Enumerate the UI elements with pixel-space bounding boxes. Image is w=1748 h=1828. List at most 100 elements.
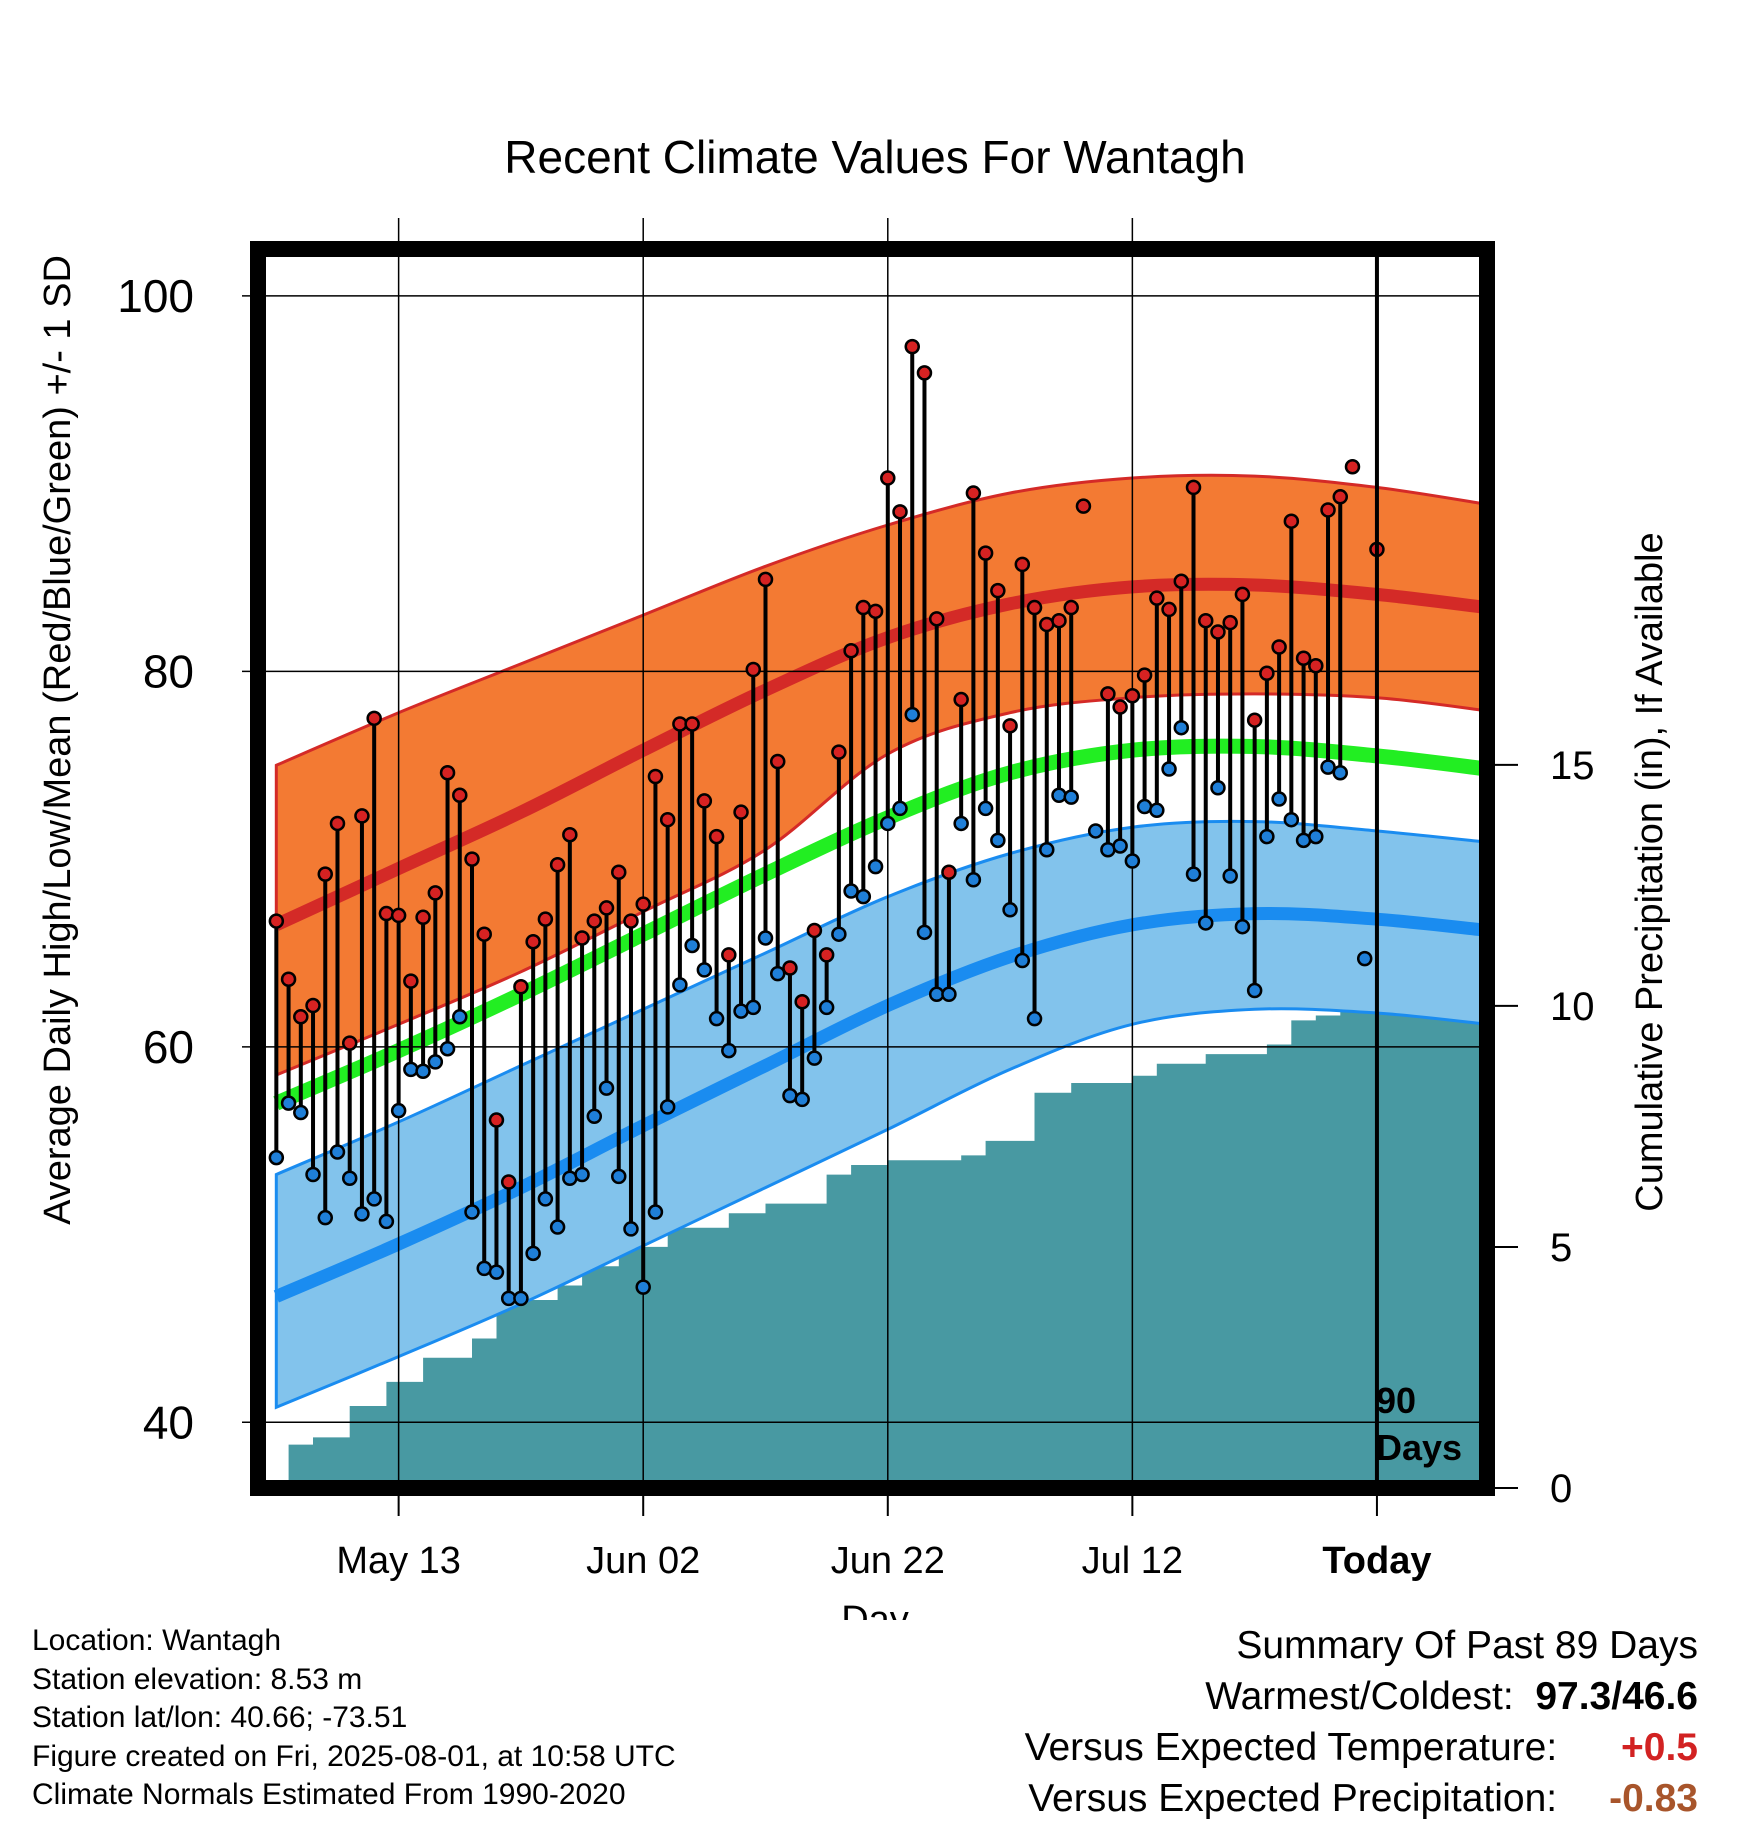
daily-high-point: [452, 787, 468, 804]
daily-low-point: [1246, 982, 1263, 999]
daily-low-point: [1087, 823, 1104, 839]
plot-frame: [250, 241, 1495, 1496]
daily-low-point: [1173, 719, 1190, 736]
daily-high-point: [818, 947, 835, 963]
x-tick-label: Jul 12: [1082, 1540, 1183, 1582]
daily-low-point: [953, 815, 969, 832]
daily-low-point: [1271, 791, 1287, 807]
daily-high-point: [1185, 479, 1202, 496]
daily-high-point: [1295, 650, 1312, 666]
daily-high-point: [635, 896, 651, 912]
daily-low-point: [1332, 765, 1349, 781]
daily-high-point: [378, 905, 395, 922]
daily-high-point: [880, 470, 896, 486]
daily-low-point: [684, 937, 700, 954]
station-info: Location: Wantagh Station elevation: 8.5…: [32, 1622, 676, 1815]
daily-high-point: [476, 926, 492, 942]
daily-low-point: [1259, 828, 1275, 845]
daily-high-point: [1173, 573, 1190, 590]
daily-high-point: [1124, 688, 1141, 704]
daily-high-point: [280, 971, 297, 988]
daily-high-point: [305, 997, 321, 1014]
daily-high-point: [1112, 699, 1128, 715]
daily-low-point: [855, 888, 872, 905]
daily-low-point: [1283, 811, 1300, 828]
daily-high-point: [647, 768, 664, 785]
daily-high-point: [1259, 665, 1275, 682]
precip-value: -0.83: [1609, 1777, 1698, 1820]
daily-low-point: [1234, 918, 1251, 935]
daily-low-point: [439, 1040, 456, 1057]
x-axis-title: Day: [841, 1599, 909, 1620]
daily-high-point: [892, 504, 908, 520]
daily-low-point: [672, 977, 688, 993]
daily-high-point: [1332, 489, 1349, 505]
daily-high-point: [1271, 639, 1287, 655]
daily-low-point: [464, 1204, 480, 1220]
daily-high-point: [611, 864, 627, 881]
daily-high-point: [549, 856, 566, 873]
daily-high-point: [415, 909, 431, 926]
daily-low-point: [403, 1061, 419, 1078]
daily-high-point: [867, 603, 884, 620]
daily-low-point: [317, 1209, 334, 1226]
daily-high-point: [1283, 513, 1300, 529]
daily-high-point: [1320, 502, 1336, 518]
daily-high-point: [329, 815, 346, 832]
precip-label: Versus Expected Precipitation:: [1028, 1777, 1558, 1820]
daily-low-point: [1063, 789, 1079, 805]
daily-low-point: [1112, 838, 1128, 854]
daily-low-point: [452, 1009, 468, 1025]
daily-high-point: [623, 913, 639, 929]
daily-high-point: [1051, 612, 1067, 629]
daily-low-point: [611, 1168, 627, 1185]
daily-high-point: [794, 994, 810, 1010]
daily-low-point: [586, 1108, 603, 1125]
axes-layer: 40 60 80 100 0 5 10 15 May 13 Jun 02 Jun 22 Jul 12 T…: [117, 270, 1594, 1582]
daily-high-point: [904, 338, 920, 355]
daily-high-point: [562, 826, 578, 843]
x-tick-label: Jun 02: [586, 1540, 700, 1582]
daily-high-point: [293, 1009, 309, 1025]
daily-low-point: [537, 1191, 554, 1207]
daily-high-point: [1210, 624, 1226, 640]
daily-low-point: [990, 832, 1006, 849]
daily-low-point: [341, 1170, 358, 1186]
plot-border: [250, 241, 1495, 1496]
daily-high-point: [928, 611, 945, 627]
daily-high-point: [1075, 498, 1092, 514]
daily-low-point: [880, 815, 896, 832]
precipitation-area-layer: [270, 991, 1481, 1488]
x-tick-label: Jun 22: [831, 1540, 945, 1582]
daily-high-point: [464, 851, 480, 867]
daily-high-point: [354, 808, 370, 824]
daily-high-point: [1222, 614, 1238, 631]
summary-panel: Summary Of Past 89 Days Warmest/Coldest:…: [1025, 1620, 1698, 1824]
daily-high-point: [769, 753, 786, 770]
daily-low-point: [329, 1144, 346, 1160]
daily-high-point: [659, 811, 676, 828]
daily-high-point: [990, 582, 1006, 599]
created-text: Figure created on Fri, 2025-08-01, at 10…: [32, 1739, 676, 1773]
daily-low-point: [892, 800, 908, 817]
summary-precipitation: Versus Expected Precipitation: -0.83: [1025, 1773, 1698, 1824]
daily-low-point: [769, 965, 786, 982]
daily-high-point: [965, 485, 982, 501]
daily-high-point: [1161, 601, 1177, 618]
extremes-label: Warmest/Coldest:: [1205, 1675, 1514, 1718]
daily-low-point: [1124, 853, 1141, 869]
daily-low-point: [1051, 787, 1067, 804]
daily-high-point: [390, 907, 407, 924]
daily-high-point: [757, 571, 774, 588]
daily-low-point: [806, 1050, 823, 1066]
daily-low-point: [1320, 759, 1336, 775]
daily-low-point: [635, 1279, 651, 1295]
daily-high-point: [721, 947, 737, 963]
daily-low-point: [708, 1010, 725, 1027]
daily-low-point: [1222, 868, 1238, 884]
x-tick-label: May 13: [336, 1540, 461, 1582]
normals-text: Climate Normals Estimated From 1990-2020: [32, 1778, 626, 1811]
daily-low-point: [1002, 902, 1018, 918]
daily-low-point: [794, 1091, 810, 1108]
y-tick-label: 60: [143, 1021, 194, 1073]
